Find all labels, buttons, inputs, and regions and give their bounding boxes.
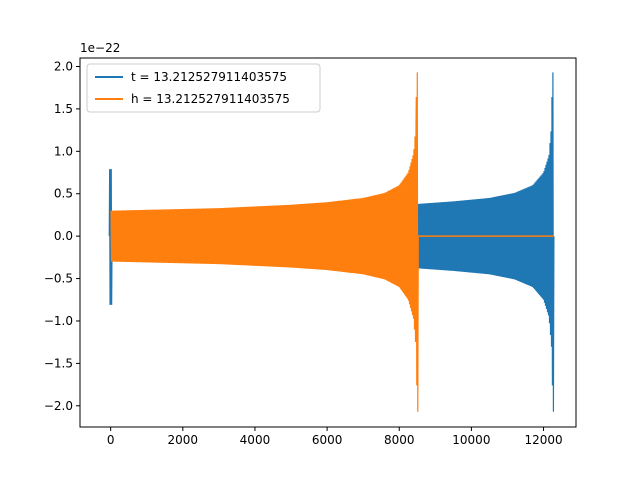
y-tick-label: 0.0 [54, 229, 73, 243]
y-tick-label: 2.0 [54, 59, 73, 73]
y-tick-label: 1.0 [54, 144, 73, 158]
x-tick-label: 12000 [524, 433, 562, 447]
plot-marks [108, 72, 555, 412]
series-waveform [417, 72, 555, 412]
x-tick-label: 2000 [168, 433, 199, 447]
x-tick-label: 10000 [452, 433, 490, 447]
legend-label: h = 13.212527911403575 [131, 92, 290, 106]
x-tick-label: 8000 [384, 433, 415, 447]
legend-label: t = 13.212527911403575 [131, 70, 287, 84]
y-tick-label: −1.0 [44, 314, 73, 328]
x-axis: 0 2000 4000 6000 8000 10000 12000 [107, 427, 563, 447]
series-waveform [110, 72, 419, 412]
legend: t = 13.212527911403575 h = 13.21252791140… [86, 63, 321, 113]
x-tick-label: 4000 [240, 433, 271, 447]
y-tick-label: 0.5 [54, 187, 73, 201]
y-tick-label: −1.5 [44, 356, 73, 370]
x-tick-label: 0 [107, 433, 115, 447]
y-tick-label: −0.5 [44, 272, 73, 286]
plot-frame [79, 57, 577, 428]
y-tick-label: 1.5 [54, 102, 73, 116]
series-h [110, 72, 554, 412]
y-tick-label: −2.0 [44, 399, 73, 413]
y-offset-text: 1e−22 [80, 41, 120, 55]
y-axis: −2.0 −1.5 −1.0 −0.5 0.0 0.5 1.0 1.5 2.0 [44, 59, 80, 413]
legend-box [86, 63, 321, 113]
x-tick-label: 6000 [312, 433, 343, 447]
